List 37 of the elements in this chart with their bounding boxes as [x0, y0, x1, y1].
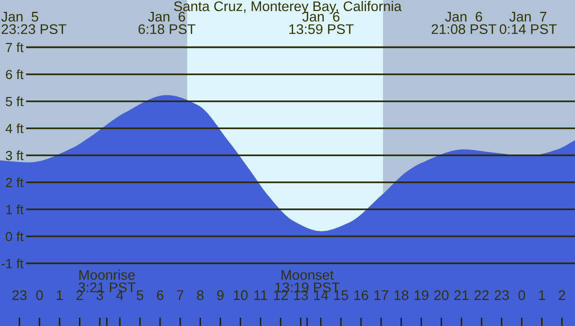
x-tick-label: 11: [254, 290, 268, 300]
annotation: Moonrise 3:21 PST: [78, 270, 136, 292]
x-tick-label: 0: [36, 290, 43, 300]
y-tick-label: 0 ft: [6, 232, 24, 242]
x-tick-label: 10: [234, 290, 248, 300]
x-tick-label: 15: [334, 290, 348, 300]
y-tick-label: 4 ft: [6, 124, 24, 134]
x-tick-label: 0: [518, 290, 526, 300]
x-tick-label: 2: [558, 290, 566, 300]
x-tick-label: 23: [12, 290, 27, 300]
x-tick-label: 22: [474, 290, 489, 300]
x-tick-label: 1: [56, 290, 63, 300]
x-tick-label: 7: [177, 290, 184, 300]
x-tick-label: 9: [217, 290, 224, 300]
y-tick-label: 1 ft: [6, 204, 24, 214]
annotation: Jan 6 6:18 PST: [138, 12, 196, 34]
y-tick-label: 6 ft: [6, 70, 24, 80]
y-tick-label: 2 ft: [6, 178, 24, 188]
y-tick-label: -1 ft: [1, 258, 24, 268]
x-tick-label: 14: [314, 290, 328, 300]
x-tick-label: 5: [136, 290, 144, 300]
y-tick-label: 3 ft: [6, 150, 24, 160]
x-tick-label: 20: [434, 290, 449, 300]
x-tick-label: 16: [354, 290, 368, 300]
x-tick-label: 6: [156, 290, 164, 300]
x-tick-label: 17: [374, 290, 388, 300]
annotation: Jan 7 0:14 PST: [500, 12, 557, 34]
y-tick-label: 5 ft: [6, 96, 24, 106]
x-tick-label: 8: [197, 290, 204, 300]
x-tick-label: 18: [394, 290, 408, 300]
x-tick-label: 1: [539, 290, 546, 300]
x-tick-label: 21: [454, 290, 469, 300]
annotation: Jan 5 23:23 PST: [1, 12, 66, 34]
y-tick-label: 7 ft: [6, 42, 24, 52]
x-tick-label: 23: [494, 290, 509, 300]
annotation: Jan 6 21:08 PST: [432, 12, 496, 34]
x-tick-label: 19: [414, 290, 428, 300]
